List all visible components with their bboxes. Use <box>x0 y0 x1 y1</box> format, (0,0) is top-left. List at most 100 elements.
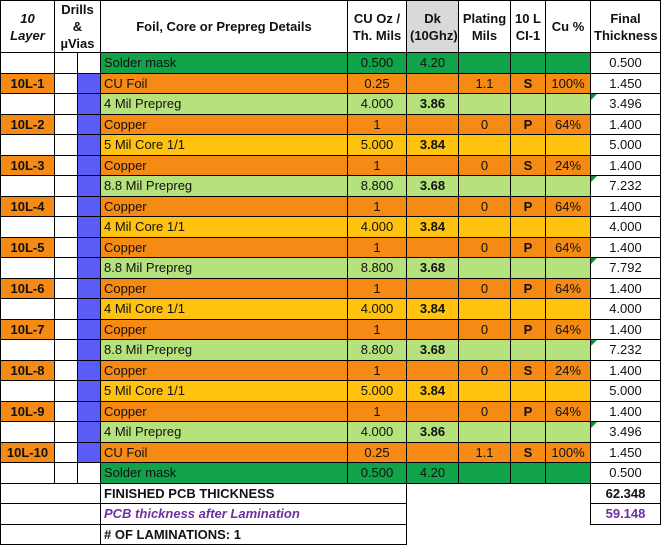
dk-value <box>406 277 459 299</box>
microvia-cell <box>77 195 101 217</box>
drill-cell <box>54 441 78 463</box>
header-row: 10 Layer Drills & µVias Foil, Core or Pr… <box>0 0 661 53</box>
layer-id: 10L-7 <box>0 318 55 340</box>
cu-thickness: 8.800 <box>347 175 407 197</box>
microvia-cell <box>77 175 101 197</box>
ci-value: S <box>510 72 546 94</box>
cu-thickness: 5.000 <box>347 380 407 402</box>
plating-value: 0 <box>458 318 511 340</box>
cu-thickness: 1 <box>347 154 407 176</box>
material-desc: Copper <box>100 400 348 422</box>
dk-value: 3.84 <box>406 134 459 156</box>
layer-row: 8.8 Mil Prepreg 8.800 3.68 7.232 <box>0 175 661 197</box>
cu-thickness: 0.500 <box>347 462 407 484</box>
plating-value <box>458 339 511 361</box>
final-thickness: 1.450 <box>590 72 661 94</box>
layer-id <box>0 52 55 74</box>
layer-row: 5 Mil Core 1/1 5.000 3.84 5.000 <box>0 380 661 402</box>
layer-id <box>0 257 55 279</box>
plating-value: 1.1 <box>458 441 511 463</box>
plating-value: 0 <box>458 359 511 381</box>
microvia-cell <box>77 257 101 279</box>
cu-thickness: 1 <box>347 113 407 135</box>
final-thickness: 1.400 <box>590 318 661 340</box>
dk-value <box>406 236 459 258</box>
drill-cell <box>54 318 78 340</box>
final-thickness: 3.496 <box>590 93 661 115</box>
dk-value: 3.86 <box>406 421 459 443</box>
cu-percent: 24% <box>545 154 591 176</box>
plating-value: 0 <box>458 400 511 422</box>
layer-row: 10L-6 Copper 1 0 P 64% 1.400 <box>0 277 661 299</box>
cu-percent <box>545 339 591 361</box>
layer-row: Solder mask 0.500 4.20 0.500 <box>0 52 661 74</box>
ci-value <box>510 257 546 279</box>
cu-thickness: 0.500 <box>347 52 407 74</box>
final-thickness: 1.400 <box>590 154 661 176</box>
layer-row: 10L-3 Copper 1 0 S 24% 1.400 <box>0 154 661 176</box>
material-desc: Solder mask <box>100 462 348 484</box>
material-desc: Copper <box>100 277 348 299</box>
microvia-cell <box>77 93 101 115</box>
plating-value: 0 <box>458 236 511 258</box>
plating-value: 0 <box>458 113 511 135</box>
dk-value: 4.20 <box>406 52 459 74</box>
cu-thickness: 4.000 <box>347 93 407 115</box>
dk-value: 3.84 <box>406 298 459 320</box>
ci-value <box>510 298 546 320</box>
plating-value <box>458 380 511 402</box>
microvia-cell <box>77 298 101 320</box>
cu-percent: 64% <box>545 318 591 340</box>
drill-cell <box>54 400 78 422</box>
layer-id <box>0 175 55 197</box>
header-dk: Dk (10Ghz) <box>406 0 459 53</box>
microvia-cell <box>77 421 101 443</box>
plating-value <box>458 134 511 156</box>
plating-value: 0 <box>458 277 511 299</box>
ci-value <box>510 52 546 74</box>
header-final: Final Thickness <box>590 0 661 53</box>
dk-value: 3.68 <box>406 175 459 197</box>
cu-percent: 100% <box>545 72 591 94</box>
layer-row: 10L-5 Copper 1 0 P 64% 1.400 <box>0 236 661 258</box>
dk-value: 3.86 <box>406 93 459 115</box>
ci-value <box>510 421 546 443</box>
header-ci: 10 L CI-1 <box>510 0 546 53</box>
cu-percent <box>545 257 591 279</box>
plating-value: 0 <box>458 195 511 217</box>
cu-thickness: 8.800 <box>347 339 407 361</box>
final-thickness: 1.400 <box>590 400 661 422</box>
ci-value: P <box>510 318 546 340</box>
layer-row: 10L-8 Copper 1 0 S 24% 1.400 <box>0 359 661 381</box>
ci-value: S <box>510 359 546 381</box>
lamination-label: PCB thickness after Lamination <box>100 503 407 525</box>
plating-value <box>458 216 511 238</box>
cu-percent <box>545 52 591 74</box>
dk-value <box>406 195 459 217</box>
plating-value <box>458 93 511 115</box>
layer-row: 4 Mil Core 1/1 4.000 3.84 4.000 <box>0 298 661 320</box>
dk-value <box>406 72 459 94</box>
material-desc: 4 Mil Core 1/1 <box>100 298 348 320</box>
plating-value <box>458 175 511 197</box>
cu-thickness: 1 <box>347 359 407 381</box>
layer-id: 10L-2 <box>0 113 55 135</box>
layer-row: 8.8 Mil Prepreg 8.800 3.68 7.232 <box>0 339 661 361</box>
dk-value: 3.68 <box>406 257 459 279</box>
layer-id: 10L-6 <box>0 277 55 299</box>
ci-value <box>510 380 546 402</box>
final-thickness: 1.400 <box>590 359 661 381</box>
drill-cell <box>54 421 78 443</box>
drill-cell <box>54 113 78 135</box>
layer-row: 4 Mil Prepreg 4.000 3.86 3.496 <box>0 93 661 115</box>
plating-value: 1.1 <box>458 72 511 94</box>
cu-thickness: 0.25 <box>347 72 407 94</box>
final-thickness: 1.450 <box>590 441 661 463</box>
microvia-cell <box>77 52 101 74</box>
header-desc: Foil, Core or Prepreg Details <box>100 0 348 53</box>
plating-value <box>458 298 511 320</box>
cu-percent <box>545 462 591 484</box>
ci-value: S <box>510 441 546 463</box>
cu-percent: 64% <box>545 236 591 258</box>
final-thickness: 4.000 <box>590 298 661 320</box>
